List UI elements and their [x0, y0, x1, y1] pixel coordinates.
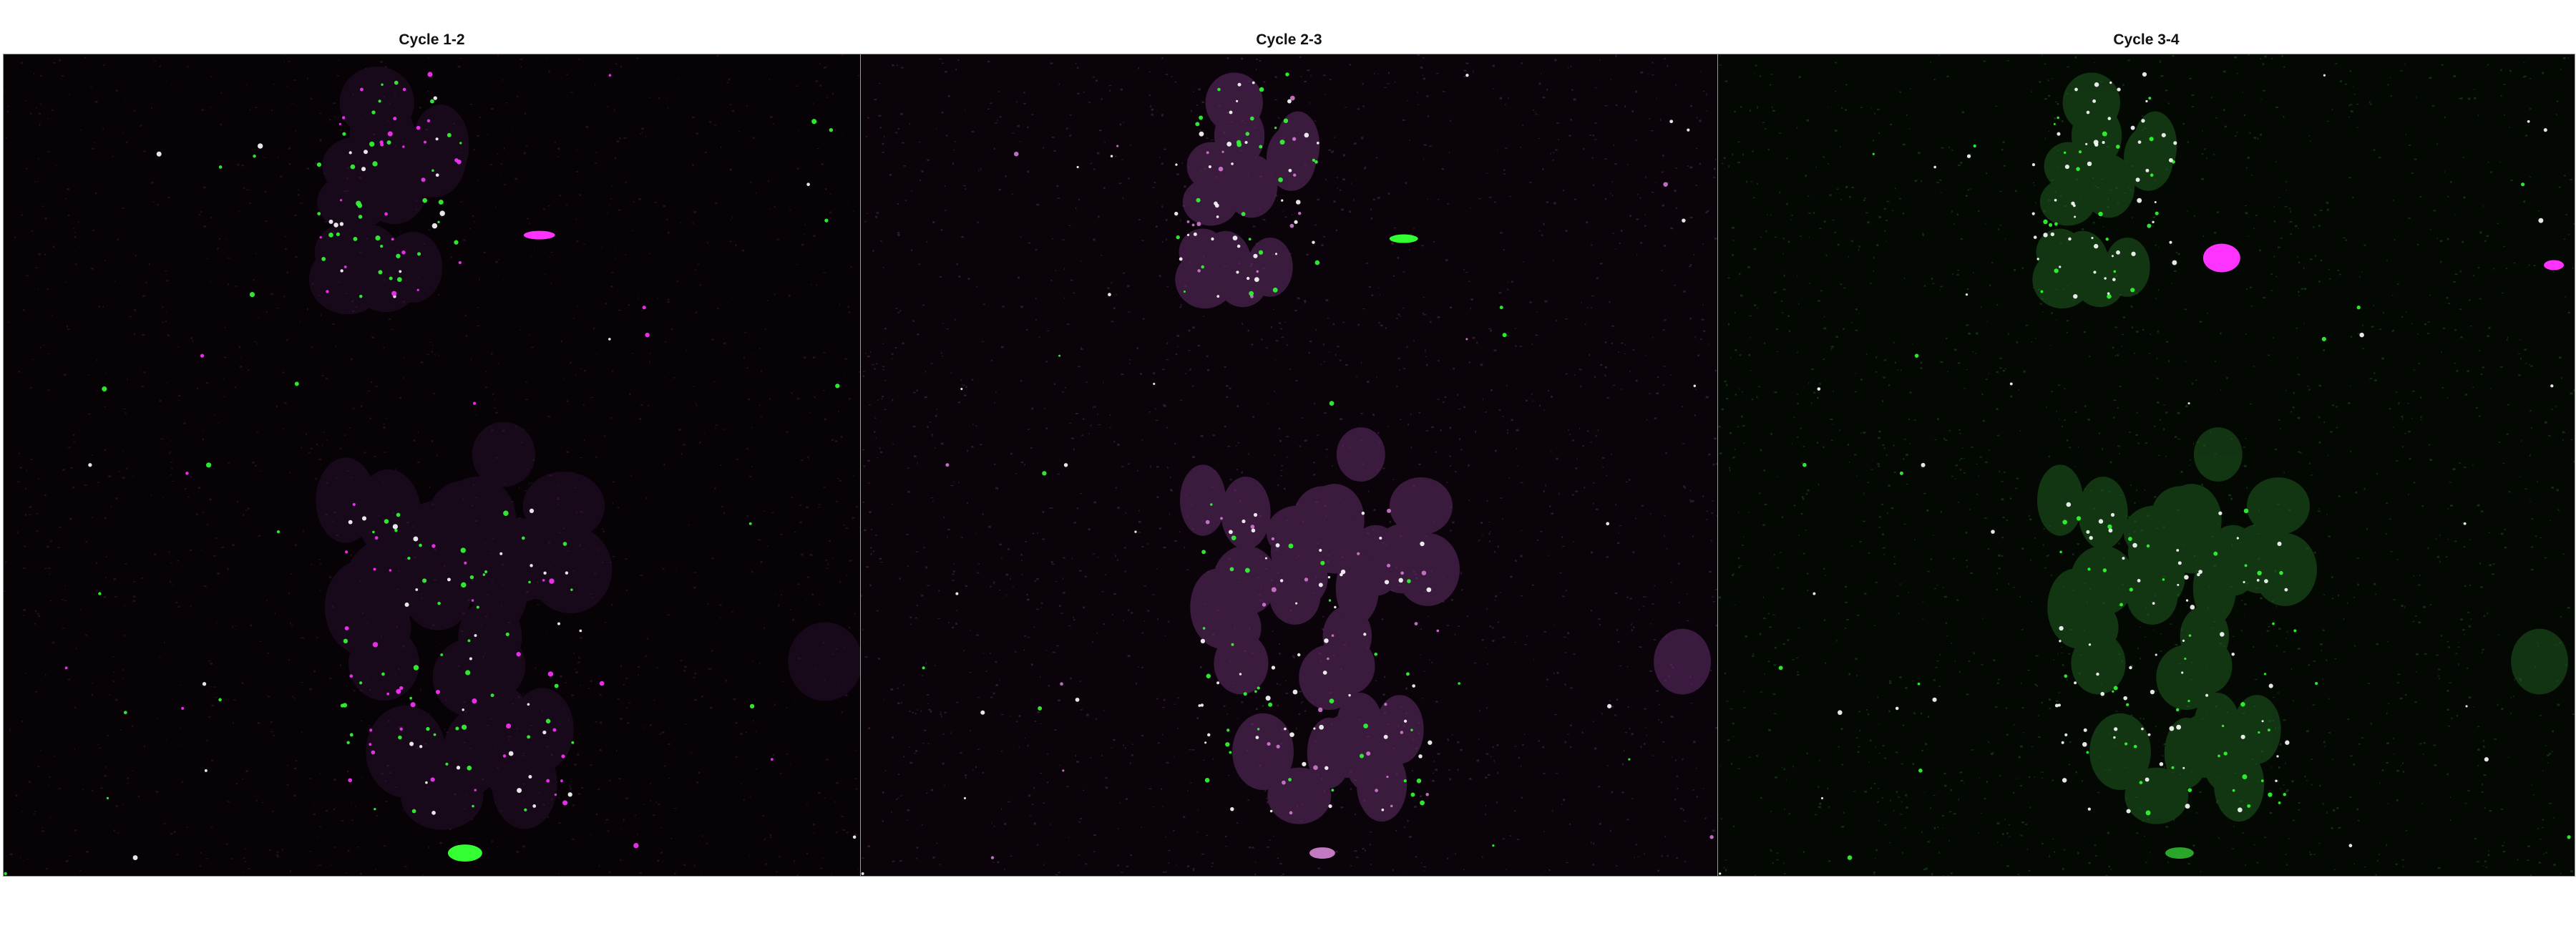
image-panel-cycle-3-4	[1717, 54, 2575, 877]
image-panel-cycle-2-3	[860, 54, 1718, 877]
image-panel-cycle-1-2	[3, 54, 861, 877]
panel-title-cycle-2-3: Cycle 2-3	[1256, 31, 1322, 48]
micrograph-cycle-2-3	[861, 54, 1717, 876]
micrograph-cycle-3-4	[1718, 54, 2575, 876]
panel-title-cycle-1-2: Cycle 1-2	[399, 31, 465, 48]
panel-title-cycle-3-4: Cycle 3-4	[2113, 31, 2180, 48]
micrograph-cycle-1-2	[4, 54, 860, 876]
